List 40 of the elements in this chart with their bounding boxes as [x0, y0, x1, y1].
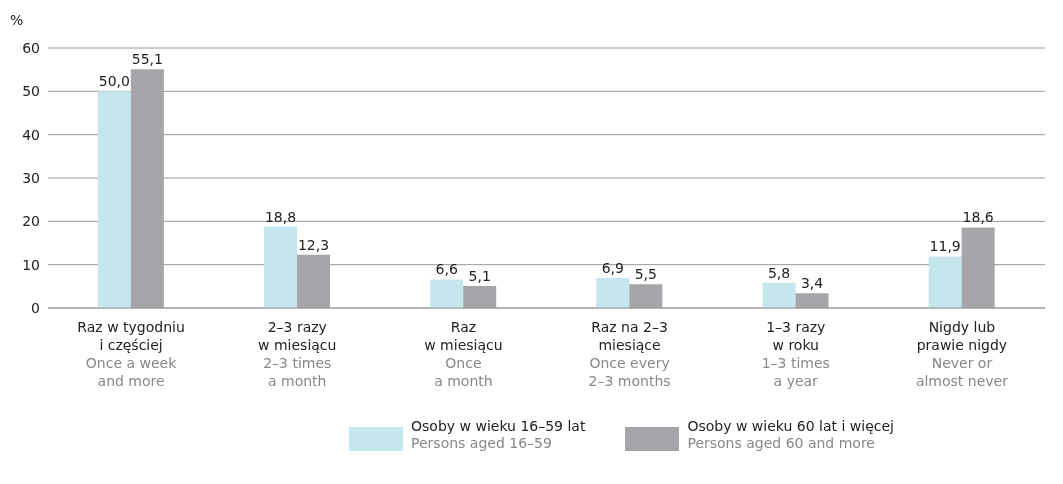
data-label: 5,5: [634, 266, 657, 283]
data-label: 6,6: [435, 261, 458, 278]
data-label: 11,9: [929, 238, 961, 255]
y-tick-label: 50: [22, 83, 40, 100]
legend-label: Osoby w wieku 60 lat i więcej Persons aged 60 and more: [687, 418, 894, 452]
bar: [961, 227, 995, 308]
y-axis-title: %: [10, 12, 24, 28]
bar: [97, 91, 131, 308]
x-tick-label: Nigdy lub prawie nigdy Never or almost never: [915, 319, 1009, 389]
x-tick-label: Raz w miesiącu Once a month: [424, 319, 503, 389]
bar: [297, 254, 331, 308]
data-label: 18,6: [962, 209, 994, 226]
x-tick-label: 2–3 razy w miesiącu 2–3 times a month: [258, 319, 337, 389]
bar: [928, 256, 962, 308]
y-tick-label: 60: [22, 39, 40, 56]
x-tick-label: 1–3 razy w roku 1–3 times a year: [761, 319, 830, 389]
bar: [130, 69, 164, 308]
bar: [762, 282, 796, 308]
y-tick-label: 30: [22, 169, 40, 186]
data-label: 55,1: [131, 51, 163, 68]
legend-label: Osoby w wieku 16–59 lat Persons aged 16–59: [411, 418, 586, 452]
bar: [629, 284, 663, 308]
y-tick-label: 10: [22, 256, 40, 273]
data-label: 3,4: [800, 275, 824, 292]
bar: [430, 279, 464, 308]
bar: [596, 278, 630, 308]
bar: [264, 226, 298, 308]
data-label: 12,3: [297, 236, 330, 253]
y-tick-label: 20: [22, 213, 40, 230]
y-tick-label: 0: [31, 299, 40, 316]
data-label: 5,1: [468, 267, 491, 284]
data-label: 6,9: [601, 260, 624, 277]
y-tick-label: 40: [22, 126, 40, 143]
bar: [463, 285, 497, 308]
data-label: 18,8: [264, 208, 297, 225]
x-tick-label: Raz w tygodniu i częściej Once a week and more: [77, 319, 185, 389]
data-label: 5,8: [767, 264, 791, 281]
bar: [795, 293, 829, 308]
x-tick-label: Raz na 2–3 miesiące Once every 2–3 months: [588, 319, 671, 389]
data-label: 50,0: [98, 73, 130, 90]
